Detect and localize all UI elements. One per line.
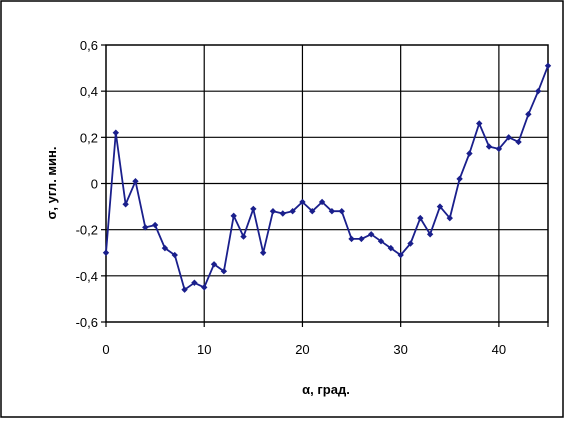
data-point [250,205,257,213]
data-point [534,87,542,95]
y-tick-label: -0,6 [76,315,98,330]
data-point [505,134,512,141]
y-tick-label: 0 [91,177,98,192]
y-tick-label: 0,4 [80,84,98,99]
data-point [495,145,503,153]
data-point [466,150,473,157]
data-point [358,235,365,243]
y-tick-label: 0,6 [80,38,98,53]
data-point [368,231,375,238]
data-point [436,203,444,210]
data-point [269,208,277,215]
data-point [102,249,110,256]
data-point [318,198,326,206]
axis-tick-labels: 0 10 20 30 40 -0,6 -0,4 -0,2 0 0,2 0,4 0,6 [76,38,507,357]
data-point [485,143,493,150]
x-tick-label: 30 [393,342,407,357]
data-point [181,286,188,293]
data-point [259,249,267,256]
x-axis-title: α, град. [302,382,350,397]
data-point [122,201,129,208]
data-point [446,214,453,222]
data-point [201,284,208,291]
x-tick-label: 20 [295,342,309,357]
data-point [387,244,395,252]
data-point [407,240,414,247]
data-point [210,261,218,268]
y-tick-label: -0,2 [76,223,98,238]
data-point [289,208,296,215]
data-point [417,214,424,222]
data-point [328,208,336,215]
x-tick-label: 40 [492,342,506,357]
data-point [525,111,532,118]
x-tick-label: 0 [102,342,109,357]
data-point [151,221,159,229]
data-point [112,129,120,136]
axis-ticks [101,44,549,327]
data-point [279,210,286,217]
data-point [377,238,385,245]
data-point [515,138,522,146]
data-point [132,177,139,185]
data-point [309,208,316,215]
data-point [397,251,404,259]
y-tick-label: 0,2 [80,130,98,145]
data-point [171,251,178,259]
data-point [476,120,483,127]
data-point [338,208,345,215]
data-point [142,224,149,231]
data-point [456,175,463,183]
data-point [230,212,237,220]
data-point [426,231,434,238]
data-point [161,244,169,252]
y-tick-label: -0,4 [76,269,98,284]
data-point [191,279,198,286]
data-point [544,62,552,69]
series-line [105,65,549,291]
data-point [240,233,247,240]
data-point [348,235,355,243]
data-point [220,268,228,275]
data-point [299,198,306,206]
y-axis-title: σ, угл. мин. [44,147,59,220]
x-tick-label: 10 [197,342,211,357]
series-layer [102,62,552,293]
